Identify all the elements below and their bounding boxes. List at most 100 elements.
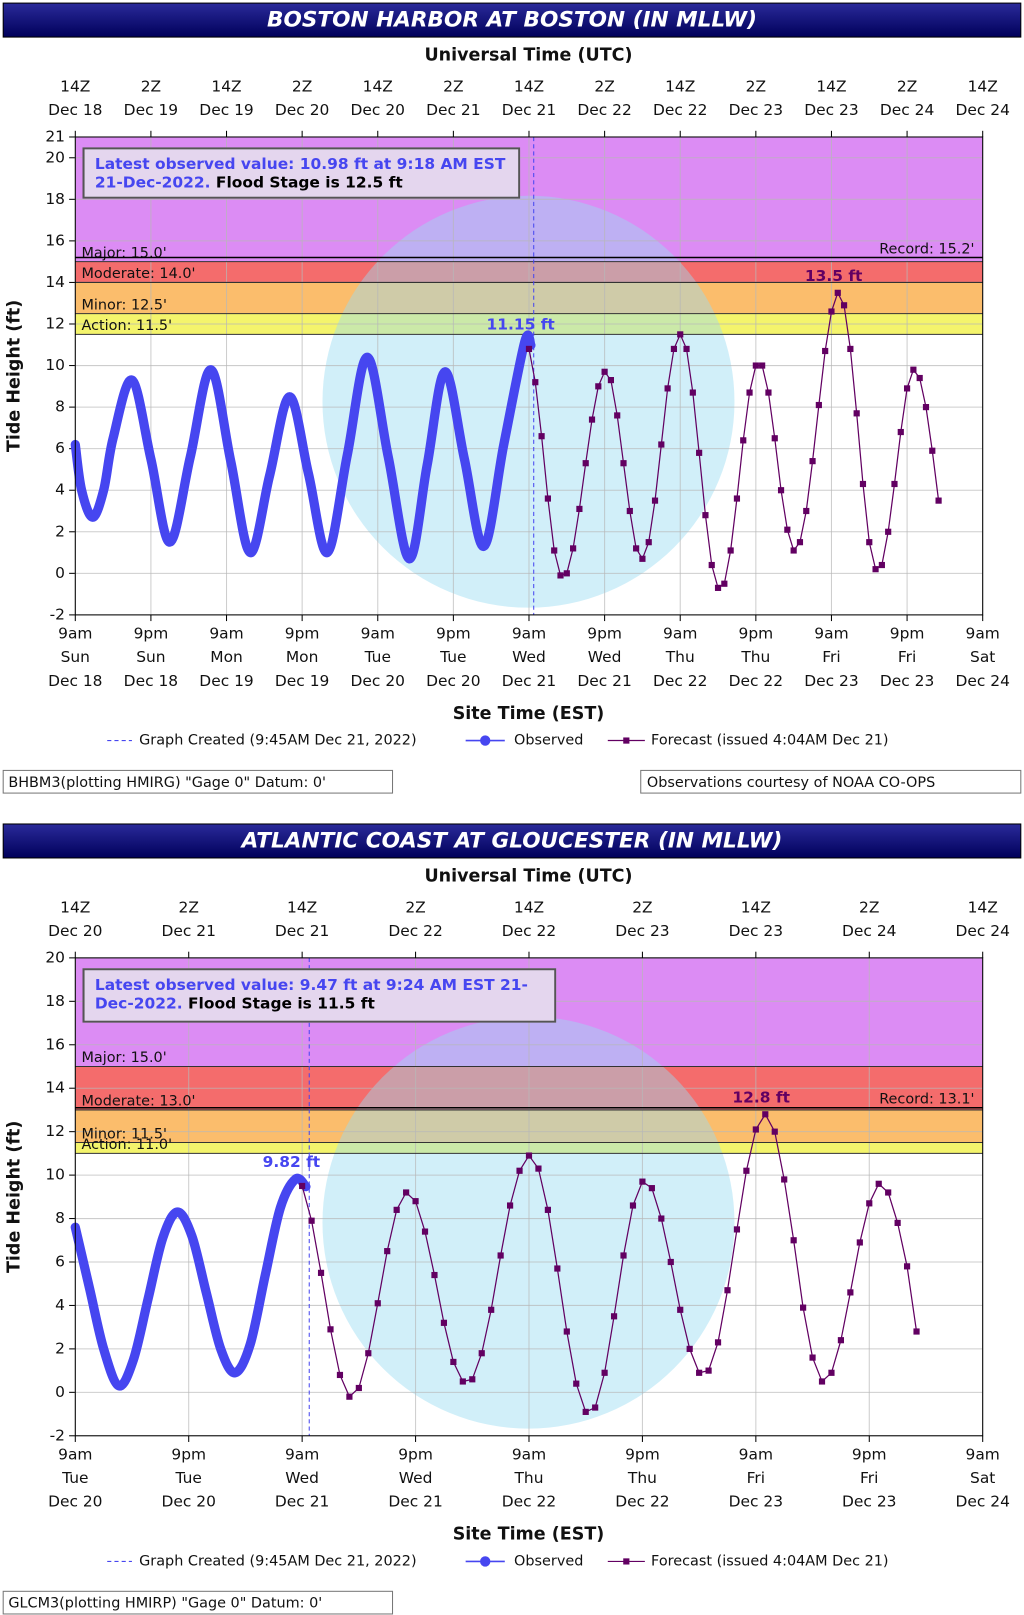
- x-tick-label: 9am Fri Dec 23: [729, 1445, 783, 1510]
- forecast-point: [554, 1265, 561, 1272]
- forecast-point: [573, 1380, 580, 1387]
- forecast-point: [658, 1215, 665, 1222]
- legend-forecast-dot: [623, 737, 630, 744]
- flood-label: Action: 11.0': [81, 1137, 172, 1153]
- x-axis-label: Site Time (EST): [453, 1525, 605, 1545]
- forecast-point: [563, 1328, 570, 1335]
- forecast-point: [878, 561, 885, 569]
- y-tick-label: 6: [55, 1252, 65, 1270]
- x2-tick-label: 2Z Dec 24: [842, 898, 896, 940]
- forecast-point: [478, 1350, 485, 1357]
- forecast-point: [828, 1369, 835, 1376]
- plot-border: [74, 957, 984, 1437]
- record-label: Record: 15.2': [879, 241, 974, 257]
- forecast-point: [614, 412, 621, 419]
- forecast-point: [705, 1367, 712, 1374]
- latest-observed: Latest observed value: 10.98 ft at 9:18 …: [94, 154, 506, 192]
- value-label: 11.15 ft: [487, 316, 556, 334]
- y-tick-label: 16: [45, 231, 65, 249]
- forecast-point: [535, 1165, 542, 1172]
- y-tick-label: 2: [55, 1339, 65, 1357]
- forecast-point: [592, 1404, 599, 1411]
- y-tick-label: 2: [55, 522, 65, 540]
- forecast-point: [743, 1167, 750, 1174]
- forecast-point: [570, 545, 577, 552]
- forecast-point: [935, 497, 942, 504]
- forecast-point: [897, 428, 904, 436]
- forecast-point: [469, 1376, 476, 1383]
- forecast-point: [790, 1237, 797, 1244]
- forecast-point: [724, 1287, 731, 1294]
- forecast-point: [875, 1180, 882, 1187]
- forecast-line: [528, 291, 940, 589]
- forecast-point: [497, 1252, 504, 1259]
- flood-label: Moderate: 13.0': [81, 1094, 195, 1110]
- forecast-point: [847, 1289, 854, 1296]
- forecast-point: [837, 1337, 845, 1344]
- forecast-point: [818, 1378, 826, 1385]
- forecast-point: [538, 433, 545, 440]
- x-tick-label: 9am Sun Dec 18: [48, 624, 102, 689]
- x-tick-label: 9pm Thu Dec 22: [615, 1445, 669, 1510]
- y-tick-label: 18: [45, 190, 65, 208]
- forecast-point: [708, 561, 715, 569]
- x-tick-label: 9am Tue Dec 20: [48, 1445, 102, 1510]
- forecast-point: [658, 441, 665, 448]
- forecast-point: [903, 385, 911, 392]
- y-tick-label: -2: [50, 605, 65, 623]
- forecast-point: [346, 1393, 353, 1400]
- x-tick-label: 9am Tue Dec 20: [351, 624, 405, 689]
- forecast-point: [393, 1206, 400, 1213]
- forecast-point: [620, 1252, 627, 1259]
- x2-tick-label: 14Z Dec 23: [729, 898, 783, 940]
- forecast-point: [582, 460, 589, 467]
- forecast-point: [790, 547, 797, 554]
- forecast-point: [607, 377, 615, 384]
- forecast-point: [459, 1378, 466, 1385]
- x2-tick-label: 14Z Dec 20: [48, 898, 102, 940]
- forecast-point: [563, 570, 570, 577]
- x2-axis-label: Universal Time (UTC): [424, 46, 632, 66]
- forecast-point: [714, 584, 722, 591]
- y-tick-label: 4: [55, 1296, 65, 1314]
- forecast-point: [551, 547, 558, 554]
- flood-stage: Flood Stage is 12.5 ft: [215, 173, 403, 192]
- forecast-point: [670, 345, 678, 353]
- x-tick-label: 9pm Tue Dec 20: [426, 624, 480, 689]
- forecast-point: [595, 383, 602, 390]
- forecast-point: [853, 410, 860, 417]
- forecast-point: [450, 1358, 457, 1366]
- forecast-point: [610, 1313, 618, 1320]
- forecast-point: [639, 555, 646, 562]
- forecast-point: [557, 572, 564, 579]
- x2-tick-label: 14Z Dec 24: [955, 77, 1009, 119]
- forecast-point: [803, 507, 810, 515]
- forecast-point: [714, 1339, 722, 1346]
- forecast-point: [601, 1369, 608, 1376]
- forecast-point: [885, 528, 892, 535]
- y-tick-label: 10: [45, 356, 65, 374]
- forecast-point: [733, 1226, 741, 1233]
- forecast-point: [648, 1185, 655, 1192]
- y-tick-label: 0: [55, 564, 65, 582]
- legend-observed: Observed: [514, 733, 583, 749]
- forecast-point: [327, 1326, 334, 1333]
- forecast-point: [686, 1345, 693, 1352]
- chart-title: ATLANTIC COAST AT GLOUCESTER (IN MLLW): [240, 828, 783, 853]
- x2-tick-label: 2Z Dec 23: [615, 898, 669, 940]
- x2-tick-label: 14Z Dec 22: [502, 898, 556, 940]
- y-tick-label: 6: [55, 439, 65, 457]
- forecast-point: [866, 539, 873, 546]
- flood-label: Major: 15.0': [81, 1050, 166, 1066]
- x-tick-label: 9pm Thu Dec 22: [729, 624, 783, 689]
- forecast-point: [689, 389, 696, 396]
- x-tick-label: 9am Wed Dec 21: [275, 1445, 329, 1510]
- forecast-point: [696, 449, 703, 456]
- flood-stage: Flood Stage is 11.5 ft: [188, 993, 375, 1013]
- y-tick-label: 4: [55, 481, 65, 499]
- y-tick-label: 0: [55, 1383, 65, 1401]
- forecast-point: [784, 526, 791, 533]
- forecast-point: [544, 1206, 551, 1213]
- x-tick-label: 9pm Wed Dec 21: [388, 1445, 442, 1510]
- forecast-point: [894, 1219, 901, 1226]
